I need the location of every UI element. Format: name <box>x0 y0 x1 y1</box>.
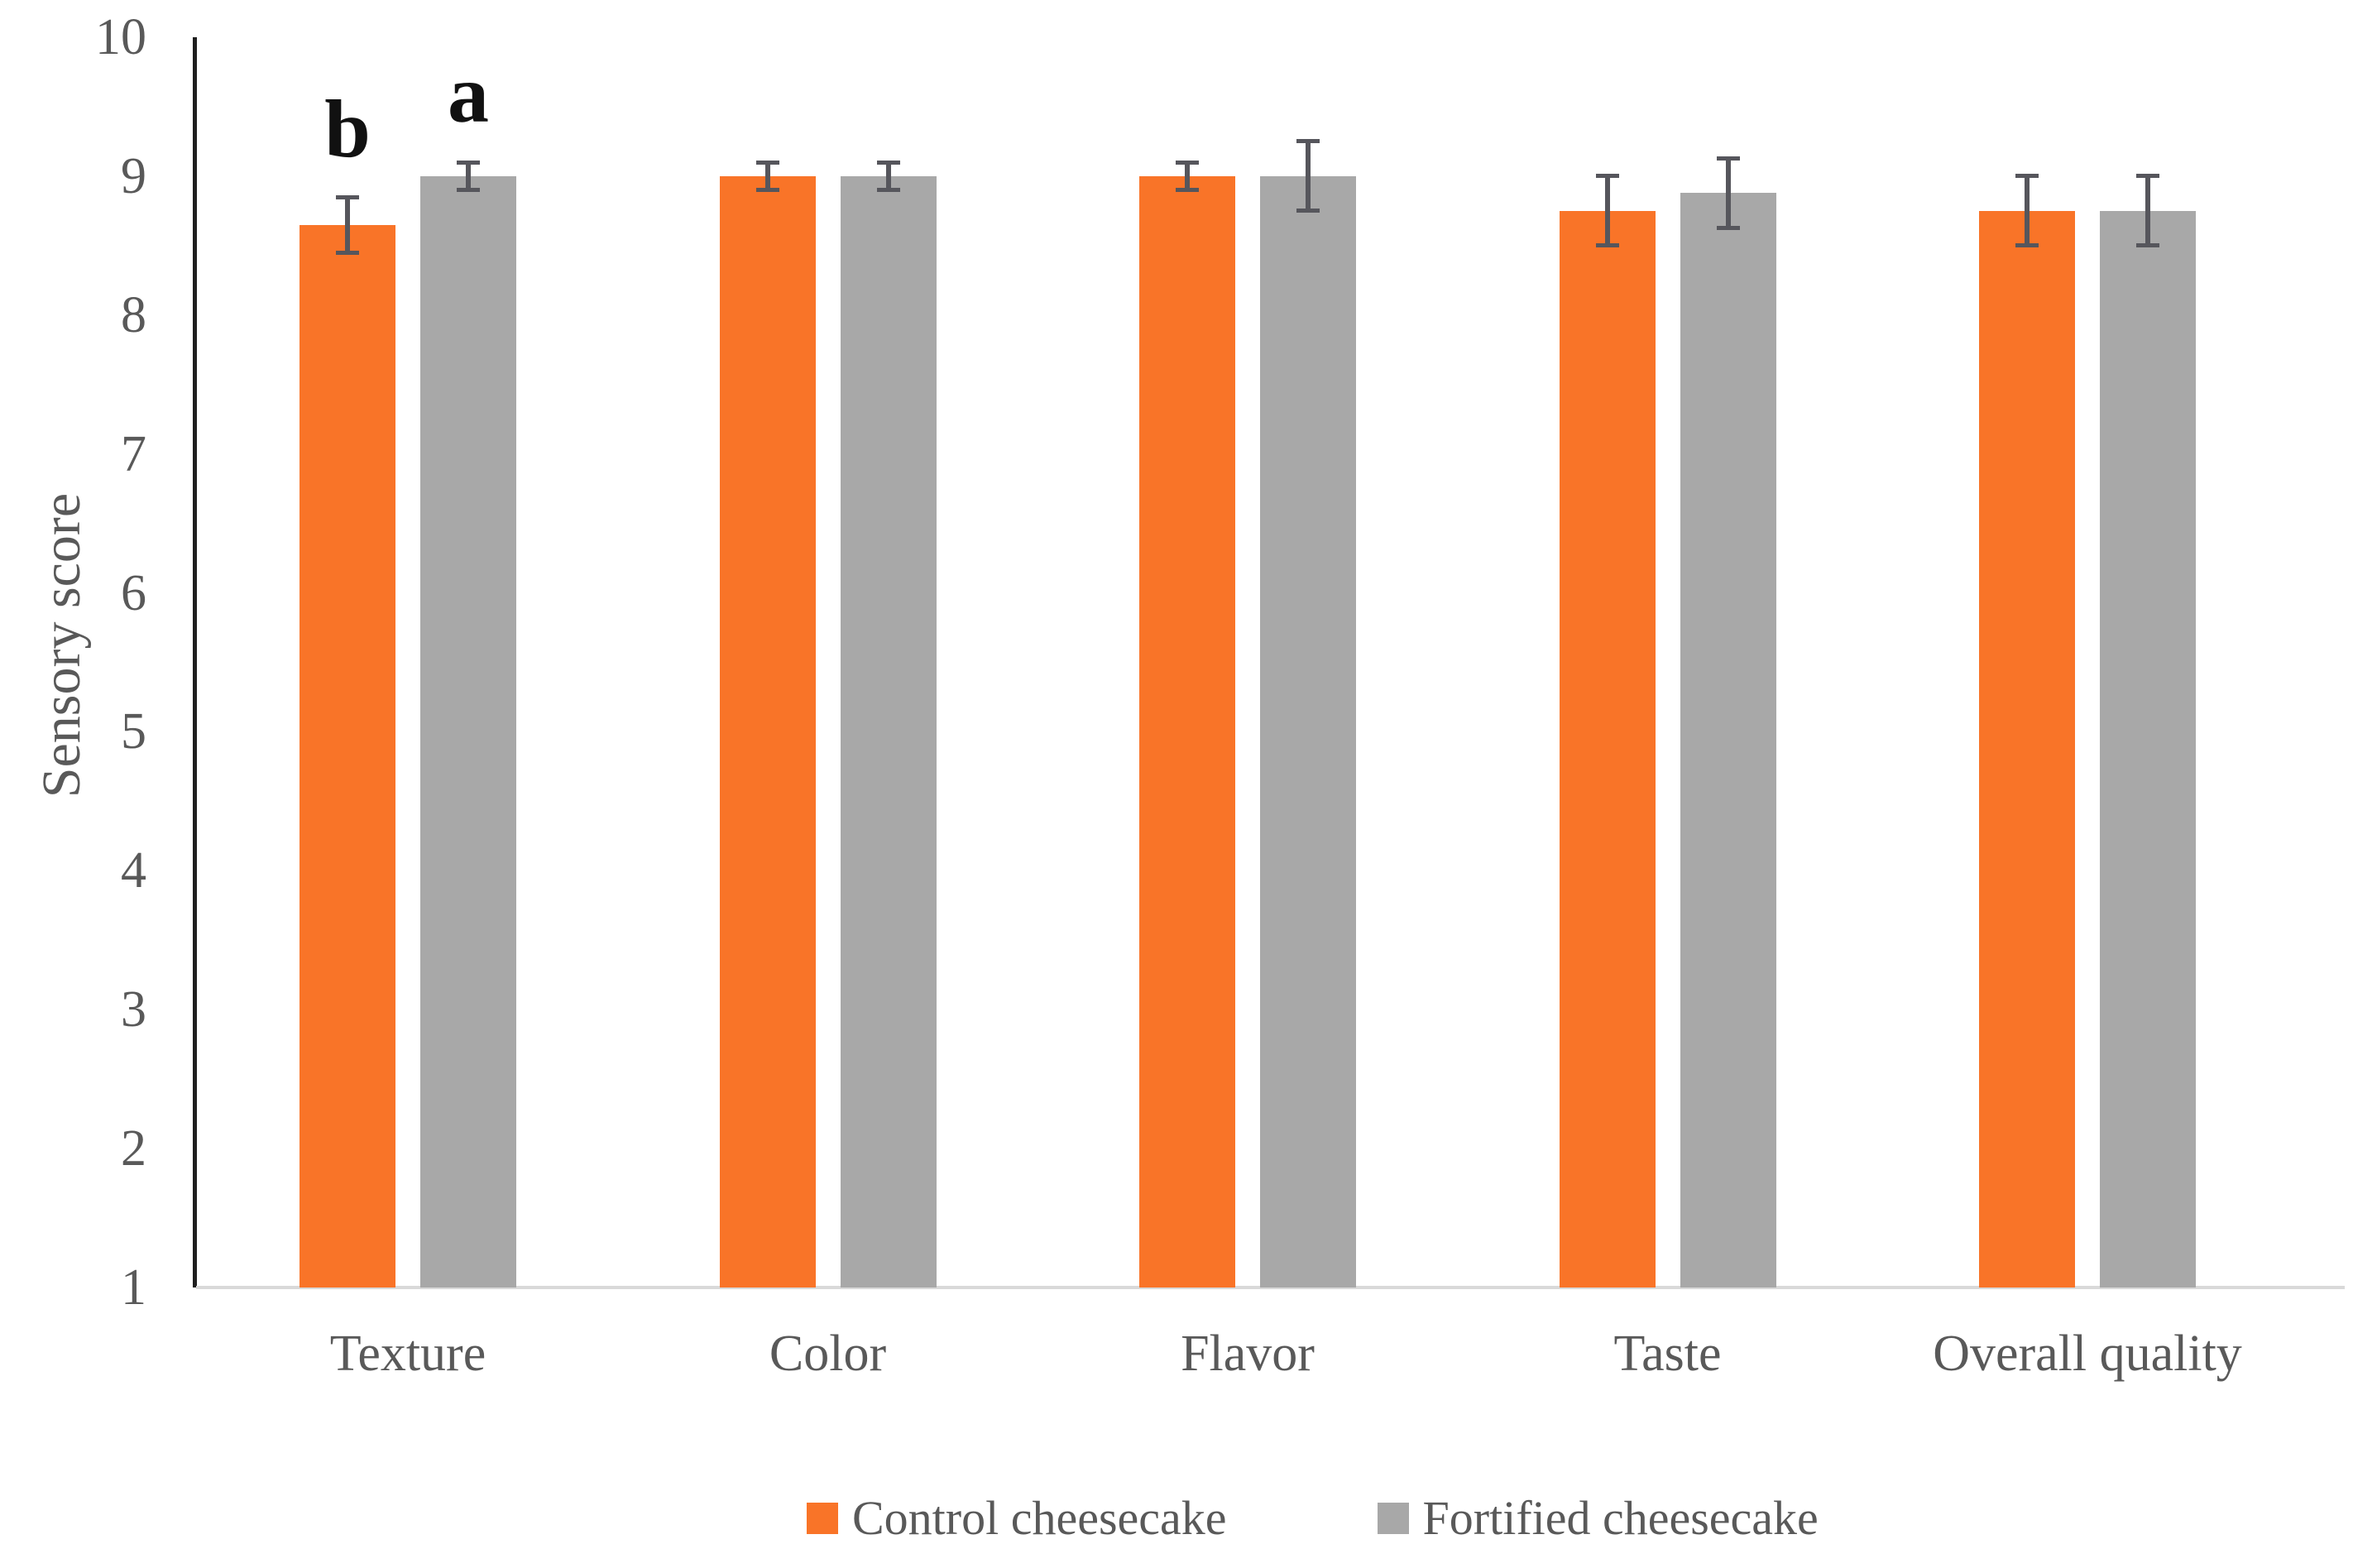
y-tick-label-8: 8 <box>121 286 146 343</box>
y-axis-line <box>193 37 197 1287</box>
error-bar-fortified-cheesecake-flavor <box>1296 139 1320 144</box>
x-axis-line <box>196 1286 2345 1289</box>
bar-fortified-cheesecake-texture <box>420 175 516 1287</box>
error-bar-fortified-cheesecake-texture <box>457 188 480 193</box>
legend-item-fortified-cheesecake: Fortified cheesecake <box>1377 1491 1819 1545</box>
y-tick-label-7: 7 <box>121 425 146 482</box>
error-bar-fortified-cheesecake-overall-quality <box>2145 175 2150 246</box>
error-bar-control-cheesecake-flavor <box>1185 162 1190 190</box>
error-bar-control-cheesecake-texture <box>336 250 359 255</box>
error-bar-fortified-cheesecake-taste <box>1716 156 1740 161</box>
y-tick-label-3: 3 <box>121 981 146 1038</box>
y-tick-label-2: 2 <box>121 1120 146 1177</box>
y-tick-label-5: 5 <box>121 703 146 760</box>
x-category-label-overall-quality: Overall quality <box>1933 1326 2242 1382</box>
legend-swatch-control-cheesecake <box>807 1503 838 1534</box>
bar-control-cheesecake-overall-quality <box>1979 210 2075 1287</box>
y-tick-label-6: 6 <box>121 564 146 621</box>
error-bar-control-cheesecake-color <box>755 188 779 193</box>
error-bar-control-cheesecake-overall-quality <box>2025 175 2030 246</box>
error-bar-fortified-cheesecake-texture <box>466 162 471 190</box>
bar-control-cheesecake-color <box>719 175 816 1287</box>
error-bar-fortified-cheesecake-overall-quality <box>2136 174 2159 179</box>
y-tick-label-4: 4 <box>121 842 146 899</box>
x-category-label-texture: Texture <box>329 1326 486 1382</box>
x-category-label-color: Color <box>769 1326 887 1382</box>
error-bar-control-cheesecake-texture <box>345 197 350 253</box>
error-bar-control-cheesecake-color <box>755 160 779 165</box>
bar-fortified-cheesecake-flavor <box>1260 175 1356 1287</box>
error-bar-control-cheesecake-taste <box>1595 174 1619 179</box>
error-bar-fortified-cheesecake-texture <box>457 160 480 165</box>
error-bar-fortified-cheesecake-taste <box>1716 225 1740 230</box>
error-bar-control-cheesecake-overall-quality <box>2015 243 2039 248</box>
error-bar-fortified-cheesecake-color <box>885 162 891 190</box>
error-bar-control-cheesecake-texture <box>336 194 359 199</box>
error-bar-fortified-cheesecake-color <box>876 188 900 193</box>
bar-fortified-cheesecake-taste <box>1680 193 1776 1287</box>
error-bar-control-cheesecake-flavor <box>1176 160 1199 165</box>
error-bar-fortified-cheesecake-taste <box>1725 158 1731 228</box>
legend-item-control-cheesecake: Control cheesecake <box>807 1494 1227 1542</box>
error-bar-control-cheesecake-taste <box>1595 243 1619 248</box>
bar-control-cheesecake-taste <box>1559 210 1656 1287</box>
y-tick-label-1: 1 <box>121 1259 146 1316</box>
significance-letter-b: b <box>324 83 371 175</box>
error-bar-fortified-cheesecake-flavor <box>1306 141 1311 211</box>
legend-label-control-cheesecake: Control cheesecake <box>852 1491 1227 1545</box>
legend-label-fortified-cheesecake: Fortified cheesecake <box>1422 1491 1819 1545</box>
bar-fortified-cheesecake-overall-quality <box>2100 210 2196 1287</box>
y-tick-label-9: 9 <box>121 147 146 204</box>
error-bar-fortified-cheesecake-overall-quality <box>2136 243 2159 248</box>
significance-letter-a: a <box>448 48 489 141</box>
error-bar-control-cheesecake-color <box>764 162 770 190</box>
bar-control-cheesecake-texture <box>300 224 395 1287</box>
error-bar-control-cheesecake-flavor <box>1176 188 1199 193</box>
error-bar-fortified-cheesecake-color <box>876 160 900 165</box>
bar-fortified-cheesecake-color <box>840 175 937 1287</box>
error-bar-fortified-cheesecake-flavor <box>1296 209 1320 213</box>
x-category-label-taste: Taste <box>1613 1326 1722 1382</box>
error-bar-control-cheesecake-taste <box>1604 175 1610 246</box>
legend-swatch-fortified-cheesecake <box>1377 1503 1409 1534</box>
y-tick-label-10: 10 <box>95 9 146 65</box>
error-bar-control-cheesecake-overall-quality <box>2015 174 2039 179</box>
bar-control-cheesecake-flavor <box>1139 175 1235 1287</box>
legend: Control cheesecake Fortified cheesecake <box>807 1494 1819 1542</box>
x-category-label-flavor: Flavor <box>1181 1326 1315 1382</box>
